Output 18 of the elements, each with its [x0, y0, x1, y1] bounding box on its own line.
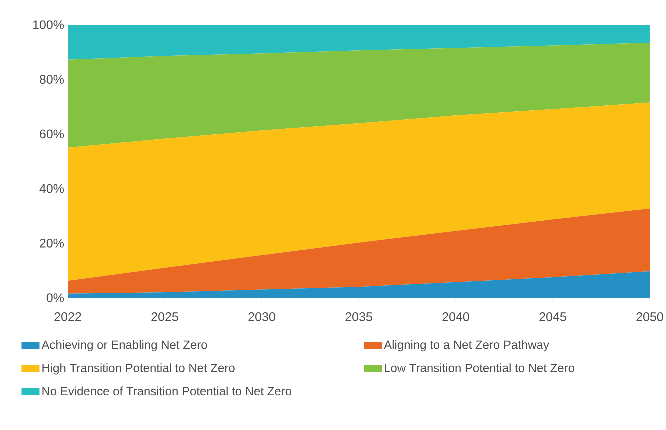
x-tick-label: 2040: [442, 312, 470, 322]
y-tick-label: 80%: [40, 75, 64, 84]
x-tick-label: 2025: [152, 312, 178, 322]
y-tick-label: 0%: [46, 294, 64, 302]
x-tick-label: 2030: [248, 312, 276, 322]
y-tick-label: 40%: [40, 184, 64, 194]
x-tick-label: 2022: [54, 312, 82, 322]
x-tick-label: 2035: [346, 312, 372, 322]
legend-label: Low Transition Potential to Net Zero: [385, 364, 575, 372]
x-tick-label: 2045: [540, 312, 566, 322]
y-tick-label: 100%: [33, 20, 64, 30]
legend-label: Aligning to a Net Zero Pathway: [384, 340, 550, 352]
legend-label: No Evidence of Transition Potential to Net Zero: [42, 386, 292, 396]
legend-label: High Transition Potential to Net Zero: [42, 364, 235, 375]
y-tick-label: 20%: [40, 238, 64, 248]
legend-label: Achieving or Enabling Net Zero: [42, 340, 208, 352]
x-tick-label: 2050: [636, 312, 664, 322]
y-tick-label: 60%: [40, 130, 64, 139]
